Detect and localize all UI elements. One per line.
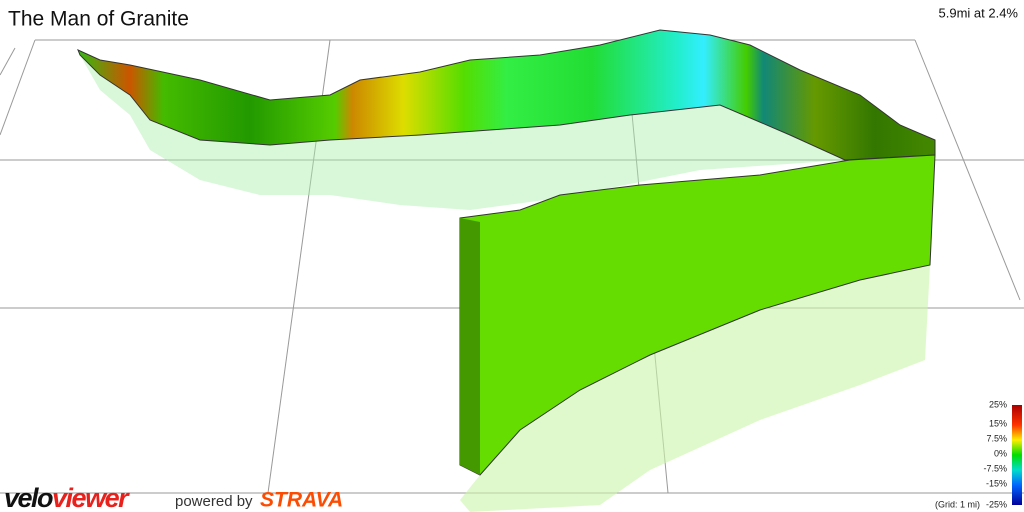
title: The Man of Granite	[8, 8, 189, 31]
legend-label: -25%	[986, 499, 1007, 509]
logo: veloviewer	[4, 483, 130, 512]
legend-label: 25%	[989, 399, 1007, 409]
strava-logo: STRAVA	[260, 489, 343, 512]
back-ribbon	[77, 29, 936, 161]
front-ribbon	[459, 154, 936, 476]
front-reflection	[460, 265, 930, 512]
powered-by: powered by	[175, 493, 253, 510]
legend-label: -15%	[986, 478, 1007, 488]
logo-viewer: viewer	[52, 483, 130, 512]
legend-label: -7.5%	[983, 463, 1007, 473]
legend: 25% 15% 7.5% 0% -7.5% -15% -25%	[983, 399, 1007, 509]
front-ribbon-side	[460, 218, 480, 475]
legend-label: 0%	[994, 448, 1007, 458]
logo-velo: velo	[4, 483, 53, 512]
grid-note: (Grid: 1 mi)	[935, 499, 980, 509]
route-stats: 5.9mi at 2.4%	[939, 5, 1019, 20]
legend-label: 15%	[989, 418, 1007, 428]
gradient-scale	[1012, 405, 1022, 505]
back-reflection	[80, 55, 845, 210]
legend-label: 7.5%	[986, 433, 1007, 443]
